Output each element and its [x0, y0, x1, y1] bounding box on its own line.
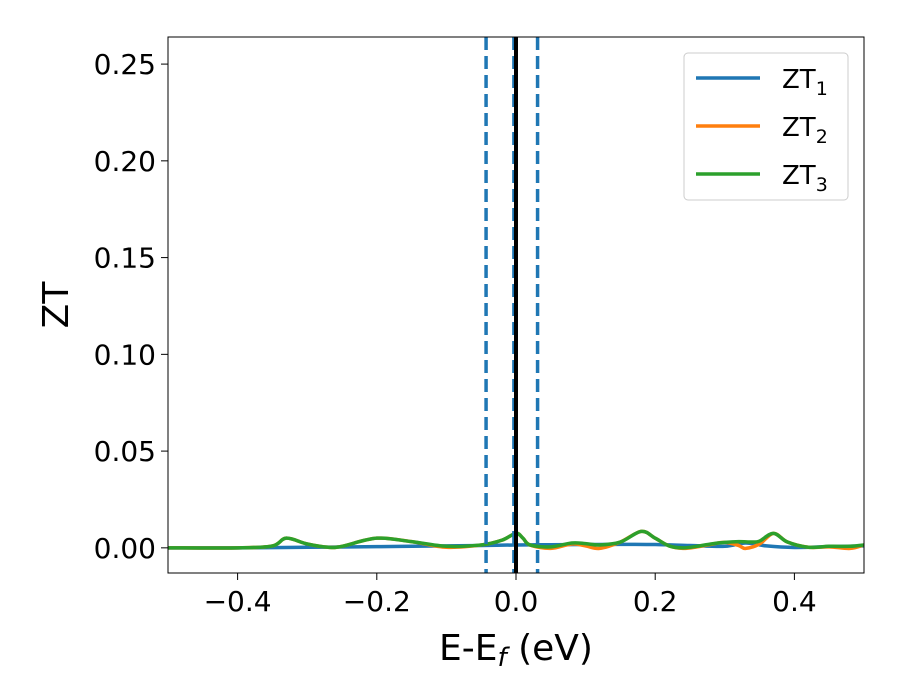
- x-tick-label: −0.4: [204, 585, 272, 618]
- x-tick-label: 0.0: [494, 585, 539, 618]
- legend: ZT1 ZT2 ZT3: [683, 52, 849, 201]
- y-tick-label: 0.15: [94, 242, 156, 275]
- y-tick-label: 0.10: [94, 338, 156, 371]
- x-tick-label: 0.2: [633, 585, 678, 618]
- legend-box: [683, 52, 849, 201]
- x-tick-label: 0.4: [772, 585, 817, 618]
- y-tick-label: 0.25: [94, 48, 156, 81]
- y-tick-label: 0.20: [94, 145, 156, 178]
- y-tick-label: 0.00: [94, 532, 156, 565]
- legend-label-1: ZT1: [782, 65, 828, 100]
- x-tick-label: −0.2: [343, 585, 411, 618]
- series-line-3: [168, 529, 864, 550]
- legend-label-2: ZT2: [782, 113, 828, 148]
- plot-area: [168, 37, 864, 573]
- y-axis-title: ZT: [36, 281, 77, 329]
- y-tick-label: 0.05: [94, 435, 156, 468]
- x-axis: −0.4 −0.2 0.0 0.2 0.4: [204, 573, 817, 618]
- legend-label-3: ZT3: [782, 161, 828, 196]
- x-axis-title: E-Ef (eV): [439, 628, 593, 673]
- y-axis: 0.00 0.05 0.10 0.15 0.20 0.25: [94, 48, 168, 565]
